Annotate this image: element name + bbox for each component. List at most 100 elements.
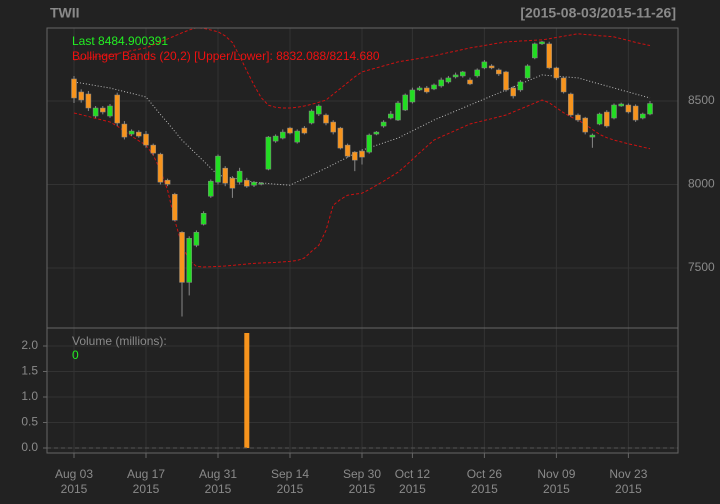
candle-body [287, 127, 293, 134]
candle-body [366, 134, 372, 153]
grid [47, 28, 678, 453]
candle-body [251, 181, 257, 186]
candle-body [517, 81, 524, 91]
candle-body [625, 104, 632, 113]
candle-body [474, 69, 480, 77]
candle-body [179, 232, 185, 283]
candle-body [208, 180, 214, 197]
candle-body [553, 67, 560, 79]
x-tick-label: 2015 [277, 482, 304, 496]
volume-last: 0 [72, 348, 79, 362]
candle-body [618, 103, 624, 107]
candle-body [272, 135, 279, 142]
x-tick-label: 2015 [61, 482, 88, 496]
candle-body [280, 131, 286, 139]
candle-body [445, 77, 452, 83]
candle-body [496, 69, 502, 75]
candle-body [488, 65, 495, 69]
candle-body [121, 123, 128, 138]
candle-body [373, 131, 380, 135]
x-tick-label: Oct 26 [467, 467, 503, 481]
candle-body [467, 79, 473, 85]
y-tick-label: 1.0 [21, 389, 38, 403]
volume-label: Volume (millions): [72, 334, 167, 348]
y-tick-label: 7500 [688, 260, 715, 274]
candle-body [524, 65, 531, 79]
candle-body [640, 113, 646, 119]
candle-body [431, 84, 437, 90]
x-tick-label: 2015 [471, 482, 498, 496]
candle-body [128, 130, 135, 135]
candle-body [172, 193, 178, 221]
candle-body [352, 151, 358, 161]
candle-body [193, 232, 200, 246]
candle-body [100, 107, 106, 113]
x-tick-label: Nov 09 [537, 467, 575, 481]
x-tick-label: Sep 30 [343, 467, 381, 481]
candle-body [294, 130, 300, 143]
x-tick-label: 2015 [615, 482, 642, 496]
x-tick-label: 2015 [205, 482, 232, 496]
candle-body [136, 131, 142, 137]
candle-body [344, 144, 351, 157]
x-tick-label: Oct 12 [395, 467, 431, 481]
bb-upper-line [73, 28, 651, 109]
candle-body [265, 136, 272, 170]
candle-body [380, 121, 387, 127]
y-tick-label: 8000 [688, 177, 715, 191]
candle-body [503, 71, 509, 91]
x-tick-label: 2015 [399, 482, 426, 496]
candle-body [438, 79, 444, 87]
y-tick-label: 2.0 [21, 338, 38, 352]
candle-body [596, 113, 603, 125]
x-tick-label: Nov 23 [609, 467, 647, 481]
candle-body [258, 182, 264, 185]
candle-body [481, 61, 488, 69]
candle-body [611, 104, 617, 119]
candle-body [92, 107, 99, 117]
x-tick-label: Aug 03 [55, 467, 93, 481]
candle-body [330, 121, 336, 133]
candle-body [416, 87, 423, 91]
candle-body [395, 102, 401, 121]
candle-body [301, 127, 308, 134]
candle-body [316, 105, 322, 115]
candle-body [388, 113, 394, 119]
candle-body [546, 43, 552, 69]
candle-body [186, 238, 192, 283]
candle-body [244, 179, 250, 187]
candle-body [409, 89, 416, 103]
candle-body [539, 41, 545, 45]
candle-body [589, 134, 596, 138]
x-tick-label: 2015 [349, 482, 376, 496]
candle-body [236, 170, 243, 183]
y-tick-label: 1.5 [21, 364, 38, 378]
chart-title: TWII [50, 5, 80, 21]
bb-label: Bollinger Bands (20,2) [Upper/Lower]: 88… [72, 49, 380, 63]
candle-body [452, 74, 459, 78]
candle-body [323, 114, 329, 124]
x-tick-label: Aug 31 [199, 467, 237, 481]
candle-body [568, 93, 574, 116]
candle-body [510, 87, 516, 97]
bb-lower-line [73, 99, 651, 268]
y-tick-label: 0.5 [21, 415, 38, 429]
candle-body [604, 111, 610, 127]
y-tick-label: 8500 [688, 93, 715, 107]
candle-body [359, 150, 365, 158]
candle-body [200, 212, 207, 225]
candle-body [164, 179, 171, 185]
candle-body [424, 87, 430, 93]
candle-body [114, 94, 120, 124]
volume-bar [244, 332, 250, 449]
x-tick-label: 2015 [543, 482, 570, 496]
candle-body [647, 103, 653, 115]
x-tick-label: 2015 [133, 482, 160, 496]
candle-body [143, 133, 149, 146]
candle-body [532, 43, 538, 59]
candle-body [107, 105, 113, 117]
candle-body [632, 105, 639, 121]
last-label: Last 8484.900391 [72, 34, 168, 48]
